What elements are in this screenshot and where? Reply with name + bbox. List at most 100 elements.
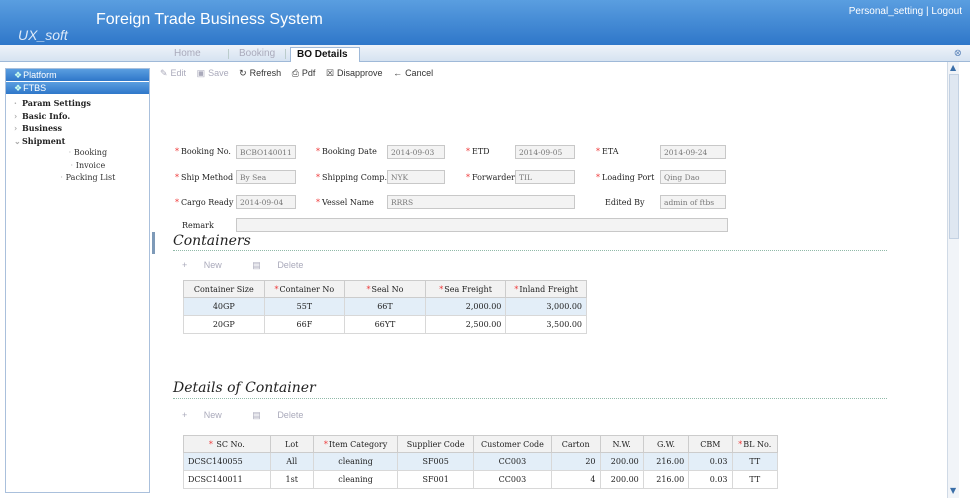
sidebar: ❖Platform ❖FTBS · Param Settings › Basic I…	[5, 68, 150, 493]
sidebar-item-packing-list[interactable]: · Packing List	[14, 172, 149, 185]
col-bl-no[interactable]: *BL No.	[731, 435, 779, 453]
cell: DCSC140055	[183, 452, 271, 471]
cell: 55T	[263, 297, 346, 316]
sidebar-item-basic-info[interactable]: › Basic Info.	[14, 110, 71, 121]
cell: 40GP	[183, 297, 265, 316]
col-cbm[interactable]: CBM	[688, 435, 733, 453]
sidebar-item-invoice[interactable]: · Invoice	[14, 160, 149, 173]
cell: 2,500.00	[424, 315, 507, 334]
sidebar-item-param-settings[interactable]: · Param Settings	[14, 98, 91, 108]
col-seal-no[interactable]: *Seal No	[344, 280, 426, 298]
col-carton[interactable]: Carton	[550, 435, 601, 453]
cargo-ready-field[interactable]: 2014-09-04	[236, 195, 296, 209]
main-scrollbar[interactable]: ▲ ▼	[947, 62, 959, 498]
ship-method-field[interactable]: By Sea	[236, 170, 296, 184]
plus-icon: +	[182, 410, 190, 420]
booking-no-field[interactable]: BCBO140011	[236, 145, 296, 159]
containers-new-button[interactable]: + New	[182, 260, 222, 270]
tree-leaf-icon: ·	[60, 173, 63, 182]
containers-divider	[173, 250, 887, 251]
details-table: * SC No. Lot *Item Category Supplier Cod…	[183, 435, 779, 489]
logout-link[interactable]: Logout	[931, 6, 962, 17]
disapprove-icon: ☒	[325, 68, 335, 78]
col-lot[interactable]: Lot	[269, 435, 314, 453]
shipping-comp-field[interactable]: NYK	[387, 170, 445, 184]
containers-delete-button[interactable]: ▤ Delete	[252, 260, 304, 270]
printer-icon: ⎙	[291, 68, 299, 78]
trash-icon: ▤	[252, 260, 264, 270]
pdf-button[interactable]: ⎙ Pdf	[291, 68, 316, 78]
cancel-button[interactable]: ← Cancel	[393, 68, 434, 78]
table-row[interactable]: 20GP 66F 66YT 2,500.00 3,500.00	[183, 315, 587, 334]
scroll-thumb[interactable]	[949, 74, 959, 239]
containers-title: Containers	[173, 233, 251, 249]
col-sc-no[interactable]: * SC No.	[183, 435, 271, 453]
cell: 66F	[263, 315, 346, 334]
cell: DCSC140011	[183, 470, 271, 489]
edited-by-field[interactable]: admin of ftbs	[660, 195, 726, 209]
sidebar-splitter[interactable]	[152, 232, 155, 254]
cell: cleaning	[312, 470, 399, 489]
personal-setting-link[interactable]: Personal_setting	[848, 6, 924, 17]
cell: 66T	[344, 297, 426, 316]
eta-field[interactable]: 2014-09-24	[660, 145, 726, 159]
sidebar-tree: · Param Settings › Basic Info. › Business ⌄…	[6, 95, 149, 185]
col-container-no[interactable]: *Container No	[263, 280, 346, 298]
col-sea-freight[interactable]: *Sea Freight	[424, 280, 507, 298]
expand-icon: ›	[14, 123, 18, 133]
sidebar-ftbs-header[interactable]: ❖FTBS	[6, 82, 149, 94]
cell: 3,500.00	[505, 315, 587, 334]
ftbs-icon: ❖	[14, 83, 23, 93]
cell: 20	[550, 452, 601, 471]
remark-field[interactable]	[236, 218, 728, 232]
tab-booking[interactable]: Booking	[239, 48, 276, 59]
col-inland-freight[interactable]: *Inland Freight	[505, 280, 587, 298]
top-links-separator: |	[926, 6, 929, 17]
cell: 1st	[269, 470, 314, 489]
disapprove-button[interactable]: ☒ Disapprove	[325, 68, 383, 78]
cell: 0.03	[688, 470, 733, 489]
forwarder-field[interactable]: TIL	[515, 170, 575, 184]
table-header-row: Container Size *Container No *Seal No *S…	[183, 280, 587, 298]
save-button[interactable]: ▣ Save	[196, 68, 229, 78]
cell: 66YT	[344, 315, 426, 334]
cell: 200.00	[599, 452, 644, 471]
col-customer-code[interactable]: Customer Code	[473, 435, 552, 453]
booking-date-field[interactable]: 2014-09-03	[387, 145, 445, 159]
top-links: Personal_setting | Logout	[849, 6, 962, 17]
details-delete-button[interactable]: ▤ Delete	[252, 410, 304, 420]
cell: 2,000.00	[424, 297, 507, 316]
table-row[interactable]: DCSC140011 1st cleaning SF001 CC003 4 20…	[183, 470, 779, 489]
vessel-name-field[interactable]: RRRS	[387, 195, 575, 209]
sidebar-item-booking[interactable]: · Booking	[14, 147, 149, 160]
details-new-button[interactable]: + New	[182, 410, 222, 420]
col-container-size[interactable]: Container Size	[183, 280, 265, 298]
expand-icon: ›	[14, 110, 18, 121]
cell: TT	[731, 452, 779, 471]
table-row[interactable]: 40GP 55T 66T 2,000.00 3,000.00	[183, 297, 587, 316]
scroll-up-icon[interactable]: ▲	[950, 63, 957, 72]
tab-divider	[285, 49, 286, 59]
loading-port-label: * Loading Port	[596, 173, 655, 182]
edit-button[interactable]: ✎ Edit	[160, 68, 187, 78]
ship-method-label: * Ship Method	[175, 173, 234, 182]
sidebar-platform-header[interactable]: ❖Platform	[6, 69, 149, 81]
refresh-button[interactable]: ↻ Refresh	[239, 68, 282, 78]
tab-bo-details[interactable]: BO Details	[290, 47, 360, 62]
col-supplier-code[interactable]: Supplier Code	[397, 435, 475, 453]
etd-field[interactable]: 2014-09-05	[515, 145, 575, 159]
loading-port-field[interactable]: Qing Dao	[660, 170, 726, 184]
scroll-down-icon[interactable]: ▼	[950, 486, 957, 495]
col-gw[interactable]: G.W.	[642, 435, 690, 453]
tab-home[interactable]: Home	[174, 48, 201, 59]
collapse-header-icon[interactable]: ⊗	[953, 48, 962, 59]
col-nw[interactable]: N.W.	[599, 435, 644, 453]
details-toolbar: + New ▤ Delete	[182, 410, 331, 421]
table-row[interactable]: DCSC140055 All cleaning SF005 CC003 20 2…	[183, 452, 779, 471]
col-item-category[interactable]: *Item Category	[312, 435, 399, 453]
sidebar-item-business[interactable]: › Business	[14, 123, 63, 133]
containers-table: Container Size *Container No *Seal No *S…	[183, 280, 587, 334]
tree-leaf-icon: ·	[70, 160, 74, 170]
sidebar-item-shipment[interactable]: ⌄Shipment	[14, 135, 66, 146]
edited-by-label: Edited By	[605, 198, 645, 207]
